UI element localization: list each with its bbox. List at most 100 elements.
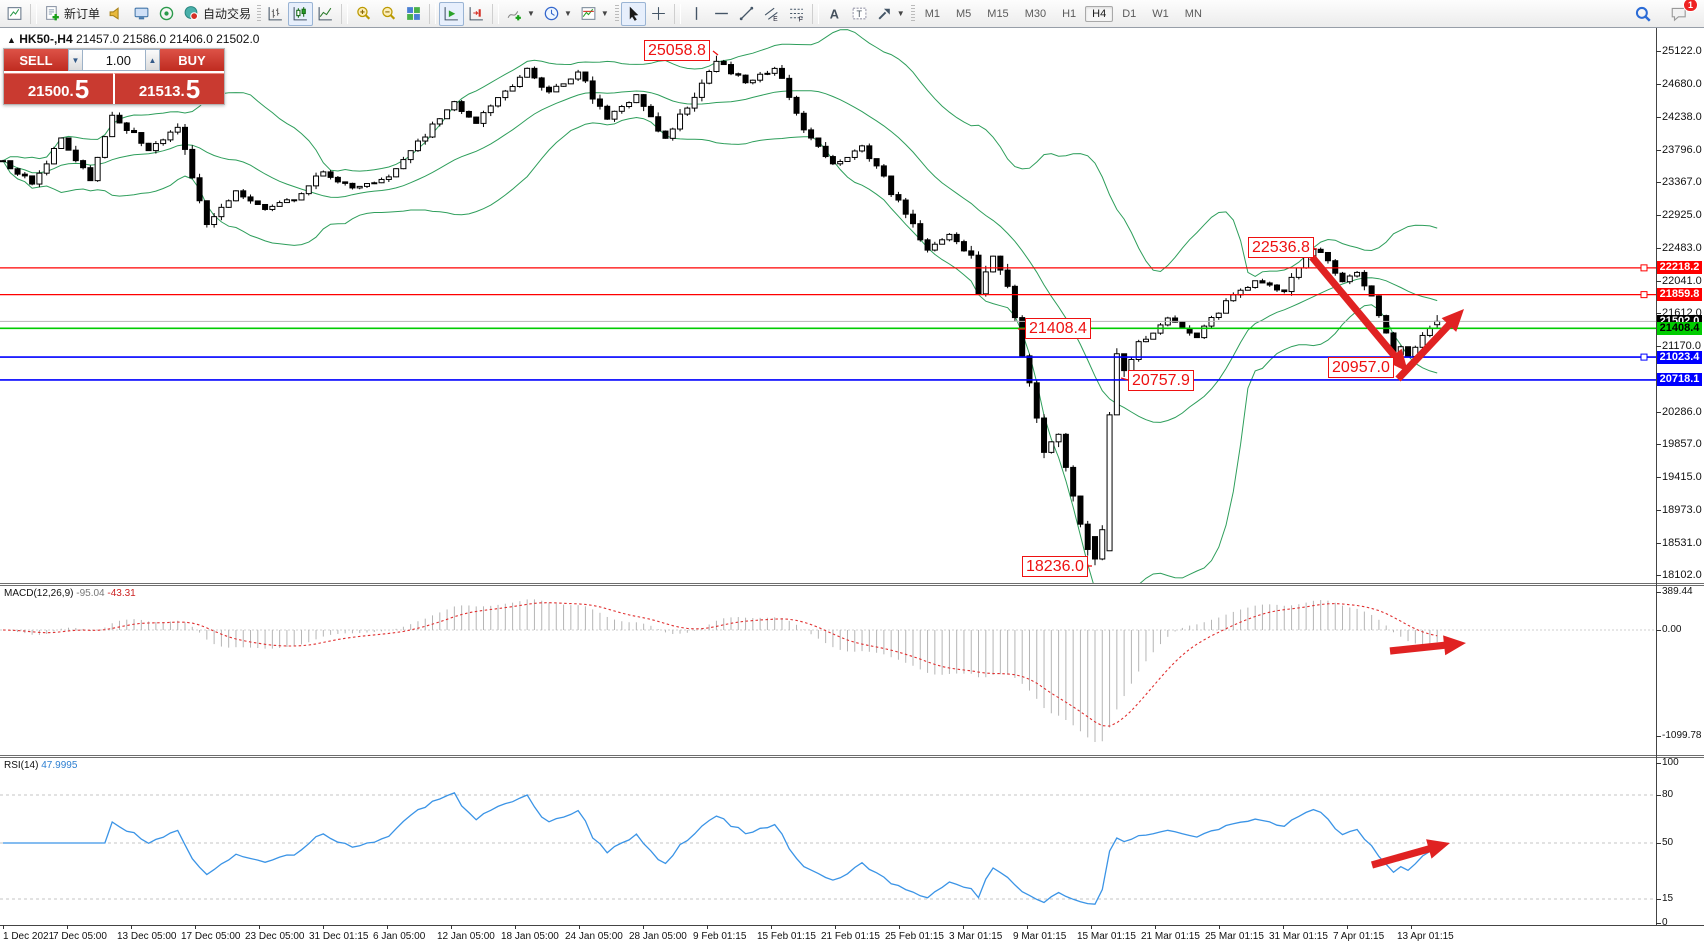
sell-price[interactable]: 21500. 5 bbox=[4, 73, 113, 104]
buy-price[interactable]: 21513. 5 bbox=[113, 73, 224, 104]
buy-price-main: 21513. bbox=[138, 83, 185, 100]
templates-button[interactable]: ▼ bbox=[576, 2, 613, 26]
candle-body bbox=[1179, 321, 1186, 329]
timeframe-w1-button[interactable]: W1 bbox=[1152, 7, 1169, 20]
price-annotation[interactable]: 22536.8 bbox=[1248, 237, 1314, 258]
fibonacci-button[interactable]: F bbox=[784, 2, 809, 26]
trend-arrow[interactable] bbox=[1309, 254, 1408, 372]
timeframe-h4-button[interactable]: H4 bbox=[1085, 5, 1114, 22]
candle-body bbox=[757, 73, 764, 81]
volume-increase-button[interactable]: ▲ bbox=[145, 49, 160, 71]
rsi-value: 47.9995 bbox=[41, 760, 78, 771]
main-toolbar: 新订单 自动交易 ▼ ▼ ▼ E F A T ▼ M1 M5 M15 M30 H1 H4 D1 W1 MN 1 bbox=[0, 0, 1704, 28]
macd-panel-separator[interactable] bbox=[0, 583, 1704, 586]
timeframe-m5-button[interactable]: M5 bbox=[956, 7, 972, 20]
timeframe-d1-button[interactable]: D1 bbox=[1122, 7, 1137, 20]
candle-body bbox=[604, 105, 611, 120]
zoom-in-button[interactable] bbox=[351, 2, 376, 26]
crosshair-button[interactable] bbox=[646, 2, 671, 26]
price-annotation[interactable]: 20957.0 bbox=[1328, 357, 1394, 378]
zoom-out-button[interactable] bbox=[376, 2, 401, 26]
chart-shift-button[interactable] bbox=[464, 2, 489, 26]
line-handle[interactable] bbox=[1640, 353, 1648, 361]
line-chart-button[interactable] bbox=[313, 2, 338, 26]
text-button[interactable]: A bbox=[822, 2, 847, 26]
tile-windows-button[interactable] bbox=[401, 2, 426, 26]
autotrading-button[interactable]: 自动交易 bbox=[179, 2, 255, 26]
candle-body bbox=[1339, 272, 1346, 283]
new-order-button[interactable]: 新订单 bbox=[40, 2, 104, 26]
candle-body bbox=[211, 216, 218, 226]
text-label-button[interactable]: T bbox=[847, 2, 872, 26]
auto-scroll-button[interactable] bbox=[439, 1, 465, 26]
trend-arrow[interactable] bbox=[1395, 309, 1464, 382]
candle-body bbox=[1346, 275, 1353, 283]
timeframe-m30-button[interactable]: M30 bbox=[1024, 7, 1047, 20]
timeframe-h1-button[interactable]: H1 bbox=[1062, 7, 1077, 20]
vertical-line-button[interactable] bbox=[684, 2, 709, 26]
candle-body bbox=[1092, 536, 1098, 560]
price-line-flag: 21023.4 bbox=[1657, 350, 1702, 364]
price-line-flag: 20718.1 bbox=[1657, 373, 1702, 387]
chart-window-button[interactable] bbox=[2, 2, 27, 26]
candle-body bbox=[880, 165, 887, 177]
timeframe-m15-button[interactable]: M15 bbox=[987, 7, 1009, 20]
candle-body bbox=[669, 128, 676, 139]
volume-input[interactable]: 1.00 bbox=[83, 49, 145, 71]
rsi-panel-separator[interactable] bbox=[0, 755, 1704, 758]
candle-body bbox=[1274, 284, 1280, 291]
channel-button[interactable]: E bbox=[759, 2, 784, 26]
sell-price-main: 21500. bbox=[27, 83, 74, 100]
price-tick-label: 19857.0 bbox=[1662, 438, 1702, 451]
channel-icon: E bbox=[764, 7, 778, 22]
candlestick-chart-button[interactable] bbox=[288, 1, 314, 26]
time-tick-label: 1 Dec 2021 bbox=[3, 931, 55, 942]
price-annotation[interactable]: 20757.9 bbox=[1128, 370, 1194, 391]
volume-decrease-button[interactable]: ▼ bbox=[68, 49, 83, 71]
indicators-button[interactable]: ▼ bbox=[502, 2, 539, 26]
timeframe-m1-button[interactable]: M1 bbox=[924, 7, 940, 20]
candle-body bbox=[626, 102, 633, 108]
price-line-flag: 21408.4 bbox=[1657, 321, 1702, 335]
candle-body bbox=[749, 79, 756, 84]
terminal-button[interactable] bbox=[129, 2, 154, 26]
price-annotation[interactable]: 21408.4 bbox=[1025, 318, 1091, 339]
zoom-in-icon bbox=[357, 6, 371, 20]
candle-body bbox=[728, 64, 734, 75]
line-handle[interactable] bbox=[1640, 264, 1648, 272]
arrows-button[interactable]: ▼ bbox=[872, 2, 909, 26]
macd-arrow[interactable] bbox=[1389, 635, 1466, 656]
timeframe-mn-button[interactable]: MN bbox=[1184, 7, 1202, 20]
horizontal-line-button[interactable] bbox=[709, 2, 734, 26]
line-handle[interactable] bbox=[1640, 291, 1648, 299]
sell-button[interactable]: SELL bbox=[4, 49, 68, 71]
rsi-arrow[interactable] bbox=[1371, 839, 1450, 869]
price-annotation[interactable]: 18236.0 bbox=[1022, 556, 1088, 577]
collapse-marker-icon[interactable]: ▲ bbox=[7, 35, 16, 45]
chat-button[interactable]: 1 bbox=[1666, 0, 1698, 26]
bar-chart-button[interactable] bbox=[263, 2, 288, 26]
candle-body bbox=[407, 150, 414, 161]
search-button[interactable] bbox=[1630, 2, 1656, 26]
candle-body bbox=[960, 241, 967, 252]
candle-body bbox=[240, 190, 247, 198]
price-tick-label: 24238.0 bbox=[1662, 111, 1702, 124]
macd-panel-canvas[interactable] bbox=[0, 586, 1656, 755]
buy-price-big-digit: 5 bbox=[185, 74, 201, 104]
candle-body bbox=[1048, 441, 1055, 453]
price-annotation[interactable]: 25058.8 bbox=[644, 40, 710, 61]
candle-body bbox=[1084, 523, 1091, 550]
news-button[interactable] bbox=[154, 2, 179, 26]
candle-body bbox=[174, 126, 181, 133]
macd-histogram bbox=[9, 599, 1438, 742]
rsi-panel-canvas[interactable] bbox=[0, 758, 1656, 925]
periods-button[interactable]: ▼ bbox=[539, 2, 576, 26]
trendline-button[interactable] bbox=[734, 2, 759, 26]
candle-body bbox=[800, 112, 807, 131]
price-tick-label: 22925.0 bbox=[1662, 209, 1702, 222]
sound-alert-button[interactable] bbox=[104, 2, 129, 26]
cursor-button[interactable] bbox=[620, 1, 646, 26]
buy-button[interactable]: BUY bbox=[160, 49, 224, 71]
main-chart-canvas[interactable] bbox=[0, 28, 1656, 583]
